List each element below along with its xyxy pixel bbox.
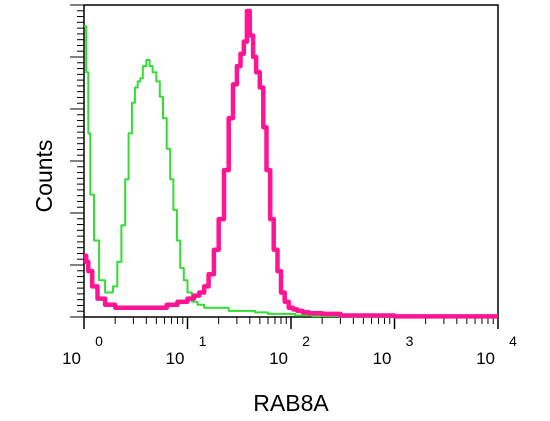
magenta-histogram-line (83, 8, 498, 319)
x-axis-ticks (83, 317, 499, 329)
x-tick-label-exponent: 0 (95, 333, 103, 349)
x-tick-label-base: 10 (476, 349, 495, 368)
x-tick-label-exponent: 2 (302, 333, 310, 349)
x-tick-label-exponent: 3 (406, 333, 414, 349)
x-tick-label-base: 10 (166, 349, 185, 368)
green-histogram-line (84, 25, 498, 318)
series-layer (83, 8, 498, 319)
x-axis-tick-labels: 10 0 10 1 10 2 10 3 10 4 (62, 333, 517, 368)
x-tick-label-base: 10 (373, 349, 392, 368)
x-tick-label-base: 10 (62, 349, 81, 368)
x-tick-label-exponent: 1 (199, 333, 207, 349)
plot-frame (83, 4, 499, 318)
y-axis-ticks (70, 4, 84, 318)
y-axis-title: Counts (31, 140, 57, 213)
x-tick-label-exponent: 4 (509, 333, 517, 349)
x-tick-label-base: 10 (269, 349, 288, 368)
x-axis-title: RAB8A (253, 390, 329, 416)
